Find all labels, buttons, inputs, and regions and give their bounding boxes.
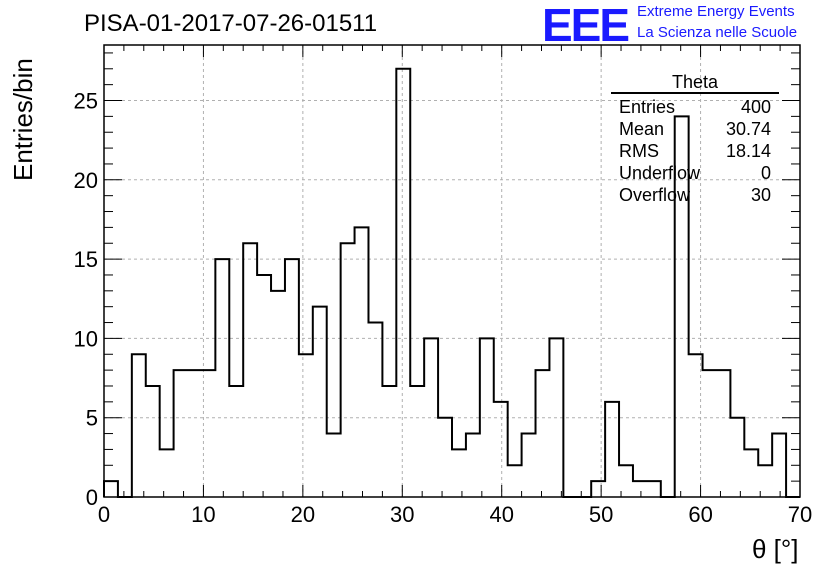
histogram-bin [703, 370, 717, 497]
histogram-bin [438, 418, 452, 497]
eee-logo: EEE [542, 0, 630, 51]
plot-frame [103, 44, 801, 498]
histogram-bin [647, 481, 661, 497]
x-tick-label: 20 [291, 502, 315, 527]
brand-line-1: Extreme Energy Events [637, 3, 795, 20]
histogram-bin [229, 386, 243, 497]
x-tick-label: 10 [191, 502, 215, 527]
x-tick-label: 60 [688, 502, 712, 527]
histogram-bin [772, 434, 786, 497]
histogram-bin [452, 449, 466, 497]
histogram-bin [368, 323, 382, 497]
stats-divider [611, 92, 779, 94]
stats-row-overflow: Overflow 30 [611, 184, 779, 206]
histogram-bin [508, 465, 522, 497]
histogram-bin [730, 418, 744, 497]
y-tick-label: 0 [86, 485, 98, 510]
x-tick-label: 0 [98, 502, 110, 527]
histogram-bin [257, 275, 271, 497]
stats-row-mean: Mean 30.74 [611, 118, 779, 140]
histogram-bin [355, 227, 369, 497]
stats-row-rms: RMS 18.14 [611, 140, 779, 162]
stats-label: RMS [619, 141, 659, 161]
stats-label: Entries [619, 97, 676, 117]
histogram-bin [160, 449, 174, 497]
histogram-bin [132, 354, 146, 497]
x-tick-label: 30 [390, 502, 414, 527]
brand-line-2: La Scienza nelle Scuole [637, 24, 798, 41]
histogram-bin [188, 370, 202, 497]
histogram-bin [480, 338, 494, 497]
histogram-bin [174, 370, 188, 497]
histogram-bin [522, 434, 536, 497]
histogram-bin [104, 481, 118, 497]
y-axis-label: Entries/bin [8, 58, 38, 181]
histogram-bin [299, 354, 313, 497]
histogram-bin [716, 370, 730, 497]
histogram-bin [536, 370, 550, 497]
stats-value: 30 [750, 185, 771, 205]
tick-labels: 0 10 20 30 40 50 60 70 0 5 10 15 20 25 [74, 89, 813, 527]
stats-label: Mean [619, 119, 665, 139]
histogram-bin [744, 449, 758, 497]
stats-value: 0 [760, 163, 771, 183]
chart-title: PISA-01-2017-07-26-01511 [84, 10, 378, 37]
x-tick-label: 40 [489, 502, 513, 527]
histogram-bin [633, 481, 647, 497]
y-tick-label: 15 [74, 247, 98, 272]
stats-label: Overflow [619, 185, 691, 205]
histogram-bin [466, 434, 480, 497]
stats-row-underflow: Underflow 0 [611, 162, 779, 184]
histogram-bin [494, 402, 508, 497]
stats-row-entries: Entries 400 [611, 96, 779, 118]
histogram-bin [605, 402, 619, 497]
x-tick-label: 70 [788, 502, 812, 527]
histogram-bin [215, 259, 229, 497]
histogram-bin [271, 291, 285, 497]
histogram-bin [396, 69, 410, 497]
stats-name: Theta [671, 72, 719, 92]
histogram-bin [285, 259, 299, 497]
stats-value: 30.74 [725, 119, 771, 139]
histogram-bin [382, 386, 396, 497]
y-tick-label: 10 [74, 326, 98, 351]
x-tick-label: 50 [589, 502, 613, 527]
y-tick-label: 20 [74, 168, 98, 193]
y-tick-label: 25 [74, 89, 98, 114]
histogram-bin [591, 481, 605, 497]
histogram-outline [103, 67, 800, 498]
stats-value: 18.14 [725, 141, 771, 161]
histogram-bin [313, 307, 327, 497]
stats-label: Underflow [619, 163, 701, 183]
stats-value: 400 [740, 97, 771, 117]
y-tick-label: 5 [86, 406, 98, 431]
stats-box: Theta Entries 400 Mean 30.74 RMS 18.14 U… [611, 72, 779, 206]
histogram-bin [341, 243, 355, 497]
histogram-bin [243, 243, 257, 497]
x-axis-label: θ [°] [752, 534, 799, 564]
histogram-bin [327, 434, 341, 497]
histogram-bin [410, 386, 424, 497]
histogram-bin [146, 386, 160, 497]
